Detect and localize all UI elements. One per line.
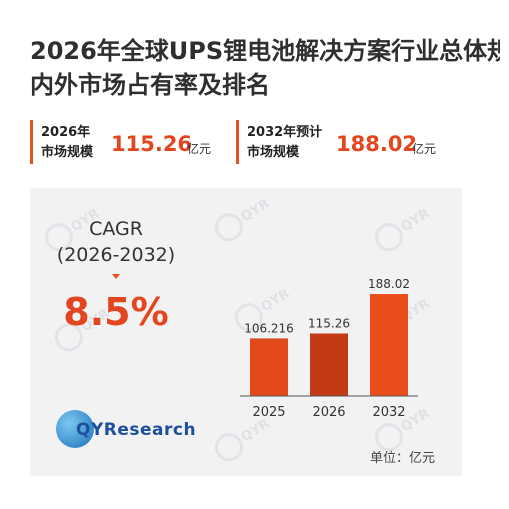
cagr-period: (2026-2032) [56,244,176,266]
cagr-label: CAGR (2026-2032) [30,216,202,268]
watermark: QYR [369,187,457,257]
cagr-value: 8.5% [63,290,169,334]
data-label-2025: 106.216 [244,321,294,335]
stat-value: 115.26 [111,132,193,156]
stat-label: 2032年预计 市场规模 [247,123,337,163]
x-tick-label-2026: 2026 [312,405,345,420]
qyresearch-logo: QYResearch [56,406,206,456]
stat-unit: 亿元 [412,142,437,156]
stat-2026-market-size: 2026年 市场规模 115.26 亿元 [30,120,223,164]
bar-2025 [250,338,288,396]
unit-note: 单位：亿元 [370,451,436,466]
title-line-1: 2026年全球UPS锂电池解决方案行业总体规模 [30,37,500,65]
globe-icon [56,410,94,448]
stat-2032-market-size: 2032年预计 市场规模 188.02 亿元 [236,120,459,164]
title-line-2: 内外市场占有率及排名 [30,71,270,99]
stat-value: 188.02 [336,132,418,156]
stat-unit: 亿元 [187,142,212,156]
cagr-down-arrow-icon [112,274,120,279]
bar-2032 [370,294,408,396]
stat-label-line-1: 2032年预计 [247,125,323,140]
stat-label: 2026年 市场规模 [41,123,111,163]
stat-label-line-2: 市场规模 [247,145,300,160]
logo-text: QYResearch [76,420,197,440]
watermark: QYR [209,177,297,247]
page-title: 2026年全球UPS锂电池解决方案行业总体规模 内外市场占有率及排名 [30,34,500,102]
x-tick-label-2025: 2025 [252,405,285,420]
x-tick-label-2032: 2032 [372,405,405,420]
stat-label-line-2: 市场规模 [41,145,94,160]
data-label-2032: 188.02 [368,277,410,291]
bar-chart: 106.216 2025 115.26 2026 188.02 2032 [240,277,418,420]
stat-label-line-1: 2026年 [41,125,91,140]
bar-2026 [310,333,348,396]
cagr-title: CAGR [89,218,143,240]
data-label-2026: 115.26 [308,316,350,330]
